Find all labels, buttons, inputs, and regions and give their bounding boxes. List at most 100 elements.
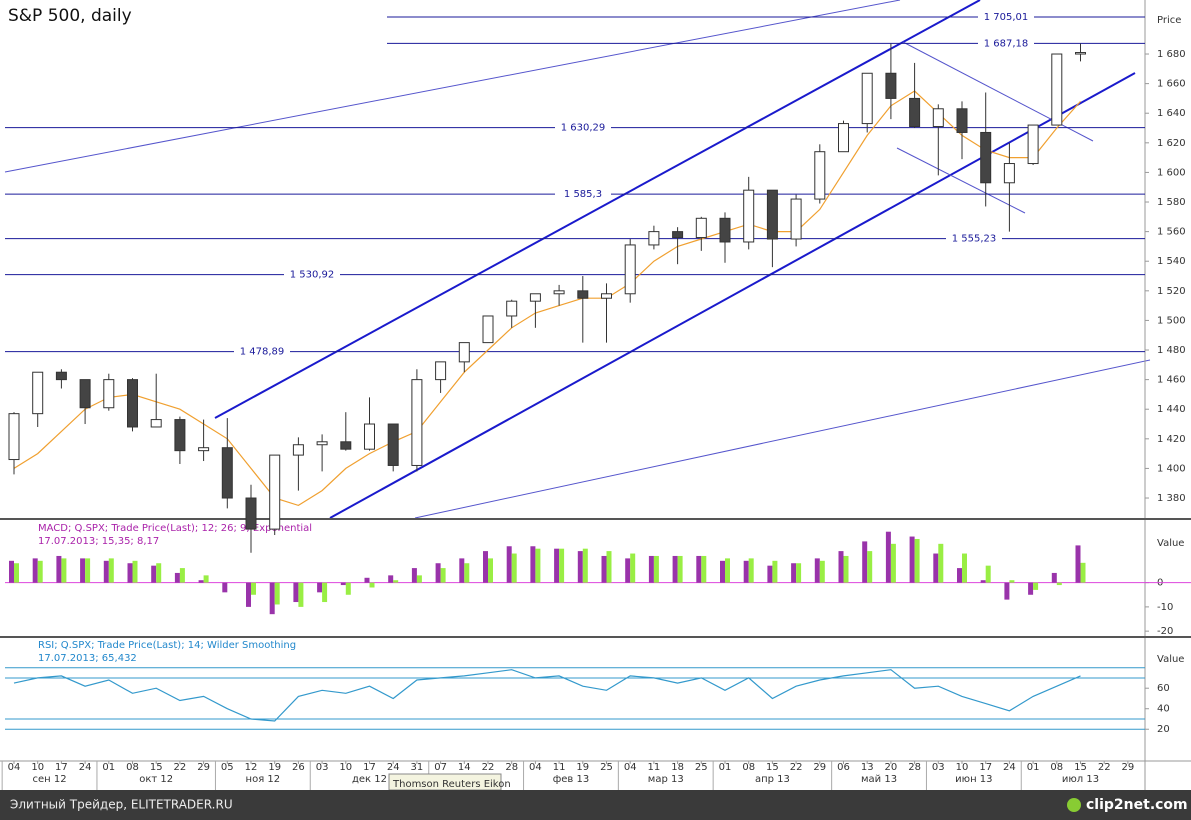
candle-body <box>529 293 541 302</box>
level-label: 1 630,29 <box>561 123 606 134</box>
candle-body <box>55 371 67 381</box>
month-label: окт 12 <box>139 774 173 785</box>
y-tick-label: 1 460 <box>1157 375 1186 386</box>
y-tick-label: 1 660 <box>1157 79 1186 90</box>
macd-bar <box>672 555 678 583</box>
x-tick-label: 28 <box>908 762 921 773</box>
macd-bar <box>909 536 915 583</box>
signal-bar <box>511 553 517 583</box>
macd-bar <box>32 558 38 583</box>
signal-bar <box>132 560 138 583</box>
level-label-bg <box>555 188 611 201</box>
x-tick-label: 29 <box>813 762 826 773</box>
month-label: май 13 <box>861 774 897 785</box>
y-tick-label: 1 380 <box>1157 493 1186 504</box>
y-tick-label: 1 480 <box>1157 345 1186 356</box>
level-label-bg <box>946 232 1002 245</box>
signal-bar <box>156 563 162 583</box>
candle-body <box>909 97 921 128</box>
x-tick-label: 11 <box>648 762 661 773</box>
signal-bar <box>464 563 470 583</box>
level-label: 1 478,89 <box>240 347 285 358</box>
x-tick-label: 04 <box>624 762 637 773</box>
signal-bar <box>108 558 114 583</box>
x-tick-label: 14 <box>458 762 471 773</box>
x-tick-label: 07 <box>434 762 447 773</box>
x-tick-label: 01 <box>719 762 732 773</box>
signal-bar <box>606 551 612 583</box>
candle-body <box>411 379 423 466</box>
y-tick-label: 1 540 <box>1157 256 1186 267</box>
y-tick-label: -10 <box>1157 602 1173 613</box>
signal-bar <box>890 543 896 583</box>
candle-body <box>8 413 20 461</box>
signal-bar <box>37 560 43 583</box>
signal-bar <box>440 568 446 583</box>
y-tick-label: 1 620 <box>1157 138 1186 149</box>
x-tick-label: 22 <box>174 762 187 773</box>
signal-bar <box>535 548 541 583</box>
macd-bar <box>435 563 441 583</box>
signal-bar <box>1080 562 1086 583</box>
candle-body <box>127 379 138 428</box>
panel-subtitle: 17.07.2013; 15,35; 8,17 <box>38 536 159 547</box>
candle-body <box>103 379 115 409</box>
trend-line <box>4 0 901 173</box>
macd-bar <box>696 555 702 583</box>
tooltip: Thomson Reuters Eikon <box>392 779 511 790</box>
month-label: фев 13 <box>553 774 590 785</box>
candle-body <box>814 151 826 200</box>
candle-body <box>956 108 968 133</box>
x-tick-label: 15 <box>1074 762 1087 773</box>
x-tick-label: 12 <box>245 762 258 773</box>
candle-body <box>553 290 565 295</box>
candle-body <box>1075 52 1086 55</box>
x-tick-label: 28 <box>505 762 518 773</box>
x-tick-label: 19 <box>268 762 281 773</box>
candle-body <box>458 342 470 363</box>
candle-body <box>79 379 91 409</box>
candle-body <box>766 189 778 240</box>
macd-bar <box>933 553 939 583</box>
signal-bar <box>772 560 778 583</box>
macd-bar <box>56 555 62 583</box>
level-label-bg <box>284 268 340 281</box>
signal-bar <box>251 582 256 595</box>
level-label-bg <box>978 11 1034 24</box>
channel-line <box>329 72 1136 519</box>
level-label-bg <box>978 37 1034 50</box>
month-label: дек 12 <box>352 774 387 785</box>
y-tick-label: 1 440 <box>1157 404 1186 415</box>
x-tick-label: 01 <box>1027 762 1040 773</box>
signal-bar <box>322 582 328 603</box>
candle-body <box>885 72 897 99</box>
y-tick-label: 1 560 <box>1157 227 1186 238</box>
macd-bar <box>222 582 228 593</box>
macd-bar <box>506 546 512 583</box>
macd-bar <box>9 560 14 583</box>
macd-bar <box>317 582 323 593</box>
signal-bar <box>416 575 422 583</box>
footer-bar <box>0 790 1191 820</box>
chart-title: S&P 500, daily <box>8 6 132 26</box>
rsi-line <box>13 669 1081 722</box>
y-tick-label: 1 580 <box>1157 197 1186 208</box>
macd-bar <box>957 568 962 583</box>
x-tick-label: 03 <box>932 762 945 773</box>
title-box <box>0 0 386 40</box>
x-tick-label: 11 <box>553 762 566 773</box>
macd-bar <box>885 531 891 583</box>
level-label: 1 705,01 <box>984 12 1029 23</box>
macd-bar <box>625 558 631 583</box>
macd-bar <box>648 555 654 583</box>
y-tick-label: 1 400 <box>1157 463 1186 474</box>
x-tick-label: 06 <box>837 762 850 773</box>
signal-bar <box>203 575 209 583</box>
candle-body <box>577 290 589 299</box>
macd-bar <box>364 577 370 583</box>
candle-body <box>221 447 233 499</box>
macd-bar <box>293 582 299 603</box>
signal-bar <box>630 553 636 583</box>
x-tick-label: 10 <box>956 762 969 773</box>
